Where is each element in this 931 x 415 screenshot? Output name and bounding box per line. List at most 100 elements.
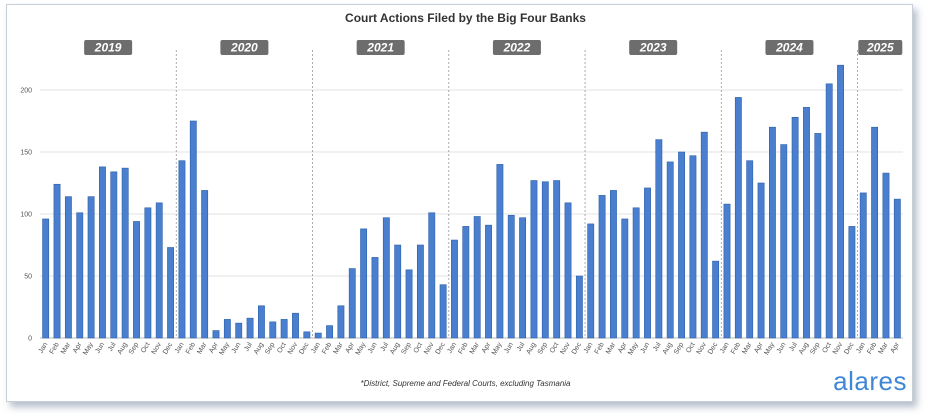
x-tick-label: Nov: [696, 341, 709, 356]
x-tick-label: Apr: [481, 341, 493, 355]
x-tick-label: Sep: [537, 341, 549, 355]
x-tick-label: Apr: [344, 341, 356, 355]
bar: [859, 192, 867, 339]
x-tick-label: May: [627, 341, 640, 356]
x-tick-label: Aug: [525, 341, 537, 355]
bar: [871, 126, 879, 339]
x-tick-label: Oct: [276, 341, 288, 354]
year-badge: [356, 40, 405, 55]
chart-title: Court Actions Filed by the Big Four Bank…: [345, 11, 586, 25]
x-tick-label: May: [355, 341, 368, 356]
x-tick-label: Oct: [413, 341, 425, 354]
bar: [803, 107, 810, 339]
x-tick-label: Jun: [231, 341, 243, 354]
bar: [64, 196, 72, 339]
bar: [223, 319, 231, 339]
year-badge-label: 2025: [866, 41, 894, 55]
bar: [201, 190, 209, 339]
bar: [825, 83, 833, 339]
bar: [280, 319, 288, 339]
x-tick-label: Aug: [662, 341, 674, 355]
bar: [507, 214, 515, 339]
bar: [837, 64, 844, 339]
bar: [76, 212, 84, 339]
bar: [269, 321, 277, 339]
bar: [621, 218, 629, 339]
year-badge-label: 2023: [639, 41, 667, 55]
x-tick-label: Jul: [243, 341, 254, 353]
x-tick-label: Jul: [107, 341, 118, 353]
bar: [655, 139, 663, 339]
x-tick-label: Jan: [583, 341, 595, 354]
year-badge-label: 2019: [94, 41, 122, 55]
bar: [371, 257, 379, 339]
x-tick-label: Mar: [605, 341, 617, 356]
x-tick-label: Sep: [128, 341, 140, 355]
x-tick-label: Dec: [571, 341, 584, 356]
year-badge: [84, 40, 133, 55]
x-tick-label: Mar: [878, 341, 890, 356]
x-tick-label: Dec: [435, 341, 448, 356]
x-tick-label: Jun: [367, 341, 379, 354]
year-badge-label: 2020: [230, 41, 258, 55]
bar: [428, 212, 436, 339]
bar: [292, 312, 299, 339]
bar: [496, 164, 504, 339]
x-tick-label: Jul: [516, 341, 527, 353]
bar: [155, 202, 163, 339]
x-tick-label: May: [763, 341, 776, 356]
x-tick-label: Nov: [151, 341, 164, 356]
bars: [42, 64, 901, 339]
bar: [99, 166, 106, 339]
bar: [553, 180, 561, 339]
bar: [530, 180, 538, 339]
bar: [258, 305, 265, 339]
bar: [121, 167, 129, 339]
brand-logo: alares: [833, 366, 907, 396]
bar: [564, 202, 572, 339]
chart-footnote: *District, Supreme and Federal Courts, e…: [360, 379, 571, 388]
x-tick-label: Dec: [707, 341, 720, 356]
bar: [42, 218, 50, 339]
x-tick-label: Mar: [196, 341, 208, 356]
bar: [382, 217, 390, 339]
x-tick-label: Apr: [890, 341, 902, 355]
bar: [644, 187, 651, 339]
x-tick-label: Feb: [321, 341, 333, 355]
bar: [314, 332, 322, 339]
x-tick-label: Dec: [162, 341, 175, 356]
x-tick-label: Aug: [117, 341, 129, 355]
bar: [882, 172, 890, 339]
bar: [723, 203, 731, 339]
x-tick-label: Jul: [380, 341, 391, 353]
y-tick-label: 150: [20, 150, 32, 157]
x-tick-label: Feb: [457, 341, 469, 355]
y-tick-label: 50: [24, 274, 32, 281]
x-tick-label: Jan: [174, 341, 186, 354]
bar: [768, 126, 776, 339]
bar: [348, 268, 356, 339]
bar: [235, 322, 243, 339]
bar: [519, 217, 527, 339]
x-tick-label: Nov: [832, 341, 845, 356]
x-tick-label: Mar: [60, 341, 72, 356]
bar: [700, 131, 708, 339]
bar: [757, 182, 765, 339]
bar: [110, 171, 118, 339]
bar: [893, 198, 901, 339]
bar: [712, 260, 720, 339]
x-tick-label: Sep: [809, 341, 821, 355]
x-tick-label: May: [218, 341, 231, 356]
year-badge-label: 2024: [775, 41, 803, 55]
bar: [326, 325, 333, 339]
x-tick-label: Jan: [855, 341, 867, 354]
bar: [246, 317, 254, 339]
x-tick-label: Aug: [798, 341, 810, 355]
bar: [462, 226, 470, 339]
x-tick-label: Aug: [253, 341, 265, 355]
bar: [541, 181, 549, 339]
x-tick-label: Mar: [333, 341, 345, 356]
x-tick-label: May: [82, 341, 95, 356]
x-tick-label: Feb: [866, 341, 878, 355]
x-tick-label: Apr: [208, 341, 220, 355]
